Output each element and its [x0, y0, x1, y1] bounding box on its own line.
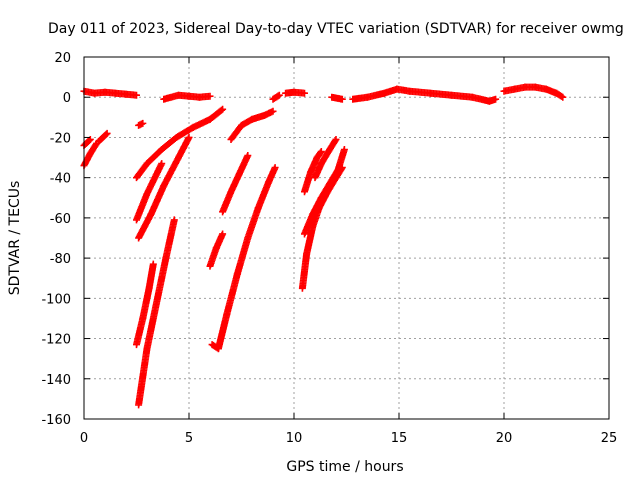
data-point [170, 216, 178, 224]
data-point [158, 160, 166, 168]
data-point [219, 230, 227, 238]
data-point [133, 91, 140, 99]
series-arc-2 [133, 105, 227, 409]
data-point [86, 135, 94, 143]
data-point [317, 148, 325, 156]
axis-ticks: 0 5 10 15 20 25 20 0 -20 -40 -60 -80 -100 -120 -140 -16… [41, 51, 617, 446]
data-point [275, 91, 283, 99]
data-point [338, 95, 346, 103]
y-tick-label: -160 [41, 413, 71, 428]
data-point [332, 135, 340, 143]
data-point [269, 107, 277, 115]
y-tick-label: -20 [50, 131, 71, 146]
data-point [139, 119, 147, 127]
data-point [274, 92, 282, 100]
data-point [244, 152, 252, 160]
y-tick-label: -40 [50, 172, 71, 187]
x-tick-label: 5 [185, 431, 193, 446]
x-tick-label: 20 [496, 431, 513, 446]
data-point [149, 260, 157, 268]
grid [84, 57, 609, 419]
data-point [559, 93, 567, 101]
y-axis-label: SDTVAR / TECUs [7, 181, 23, 296]
y-tick-label: 0 [63, 91, 71, 106]
data-point [271, 164, 279, 172]
data-point [185, 133, 193, 141]
data-point [301, 89, 308, 97]
series-arc-3 [206, 107, 279, 353]
y-tick-label: -60 [50, 212, 71, 227]
x-tick-label: 10 [286, 431, 303, 446]
x-tick-label: 25 [601, 431, 618, 446]
series-near-zero-band [80, 83, 567, 129]
data-point [206, 92, 214, 100]
series-arc-4 [298, 135, 348, 292]
y-tick-label: -80 [50, 252, 71, 267]
data-point [217, 106, 225, 114]
data-points [80, 83, 567, 409]
y-tick-label: -100 [41, 292, 71, 307]
x-axis-label: GPS time / hours [286, 459, 403, 475]
data-point [316, 149, 324, 157]
y-tick-label: 20 [54, 51, 71, 66]
x-tick-label: 15 [391, 431, 408, 446]
plot-frame [83, 56, 610, 420]
data-point [103, 129, 111, 137]
data-point [492, 95, 500, 103]
data-point [102, 130, 110, 138]
data-point [85, 136, 93, 144]
x-tick-label: 0 [80, 431, 88, 446]
data-point [340, 146, 348, 154]
chart-title: Day 011 of 2023, Sidereal Day-to-day VTE… [48, 21, 624, 37]
y-tick-label: -120 [41, 333, 71, 348]
y-tick-label: -140 [41, 373, 71, 388]
series-arc-1 [80, 129, 111, 170]
data-point [558, 92, 566, 100]
data-point [219, 105, 227, 113]
